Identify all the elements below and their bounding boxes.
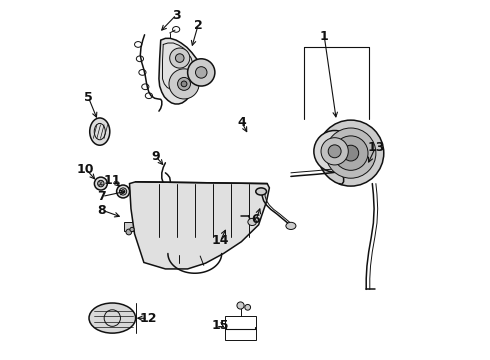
Text: 15: 15 <box>211 319 229 332</box>
Circle shape <box>126 229 132 235</box>
Circle shape <box>245 305 250 310</box>
Ellipse shape <box>248 219 256 226</box>
Circle shape <box>120 188 126 195</box>
Text: 3: 3 <box>172 9 181 22</box>
Polygon shape <box>129 182 270 269</box>
Text: 2: 2 <box>194 19 203 32</box>
Circle shape <box>188 59 215 86</box>
Text: 4: 4 <box>237 116 246 129</box>
Circle shape <box>343 145 359 161</box>
Circle shape <box>314 131 355 172</box>
Text: 1: 1 <box>319 30 328 43</box>
Ellipse shape <box>256 188 267 195</box>
Text: 7: 7 <box>97 190 106 203</box>
Ellipse shape <box>90 118 110 145</box>
Text: 14: 14 <box>211 234 229 247</box>
Circle shape <box>318 120 384 186</box>
Polygon shape <box>159 39 201 104</box>
Circle shape <box>237 302 244 309</box>
Text: 11: 11 <box>103 174 121 186</box>
Text: 6: 6 <box>251 213 260 226</box>
Ellipse shape <box>286 222 296 229</box>
Circle shape <box>170 48 190 68</box>
Circle shape <box>328 145 341 158</box>
Circle shape <box>334 136 368 170</box>
Bar <box>225 316 256 339</box>
Ellipse shape <box>95 177 107 190</box>
Circle shape <box>175 54 184 62</box>
Ellipse shape <box>89 303 136 333</box>
Circle shape <box>117 185 129 198</box>
Ellipse shape <box>98 180 104 187</box>
Text: 13: 13 <box>367 141 385 154</box>
Circle shape <box>130 227 134 231</box>
Circle shape <box>169 69 199 99</box>
Circle shape <box>177 77 191 90</box>
Circle shape <box>326 128 376 178</box>
Text: 10: 10 <box>76 163 94 176</box>
Circle shape <box>321 138 348 165</box>
Circle shape <box>196 67 207 78</box>
Text: 12: 12 <box>140 311 157 325</box>
Text: 9: 9 <box>151 150 160 163</box>
Text: 5: 5 <box>84 91 92 104</box>
Bar <box>124 222 134 231</box>
Text: 8: 8 <box>97 204 106 217</box>
Circle shape <box>122 190 125 193</box>
Circle shape <box>181 81 187 87</box>
